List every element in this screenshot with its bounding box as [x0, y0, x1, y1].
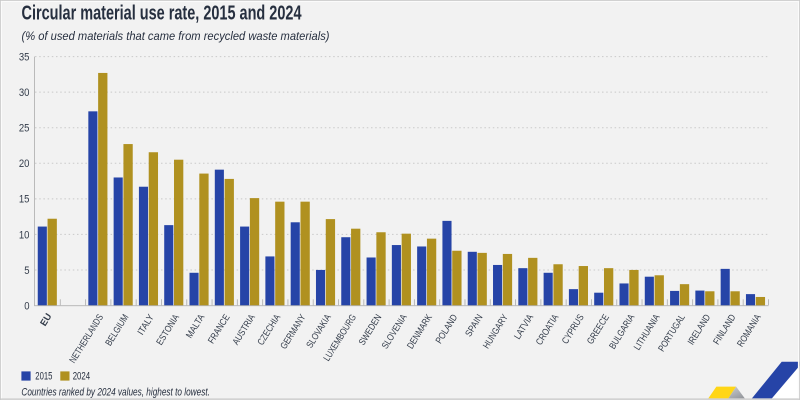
svg-text:30: 30: [19, 87, 30, 99]
svg-text:0: 0: [24, 300, 29, 312]
svg-text:35: 35: [19, 51, 30, 63]
svg-text:(% of used materials that came: (% of used materials that came from recy…: [22, 29, 330, 43]
svg-text:25: 25: [19, 123, 30, 135]
svg-text:Countries ranked by 2024 value: Countries ranked by 2024 values, highest…: [21, 387, 210, 399]
svg-text:5: 5: [24, 265, 29, 277]
svg-text:15: 15: [19, 194, 30, 206]
svg-text:2024: 2024: [73, 371, 90, 383]
svg-text:2015: 2015: [35, 371, 52, 383]
svg-text:20: 20: [19, 158, 30, 170]
svg-text:Circular material use rate, 20: Circular material use rate, 2015 and 202…: [22, 3, 303, 25]
svg-text:10: 10: [19, 229, 30, 241]
